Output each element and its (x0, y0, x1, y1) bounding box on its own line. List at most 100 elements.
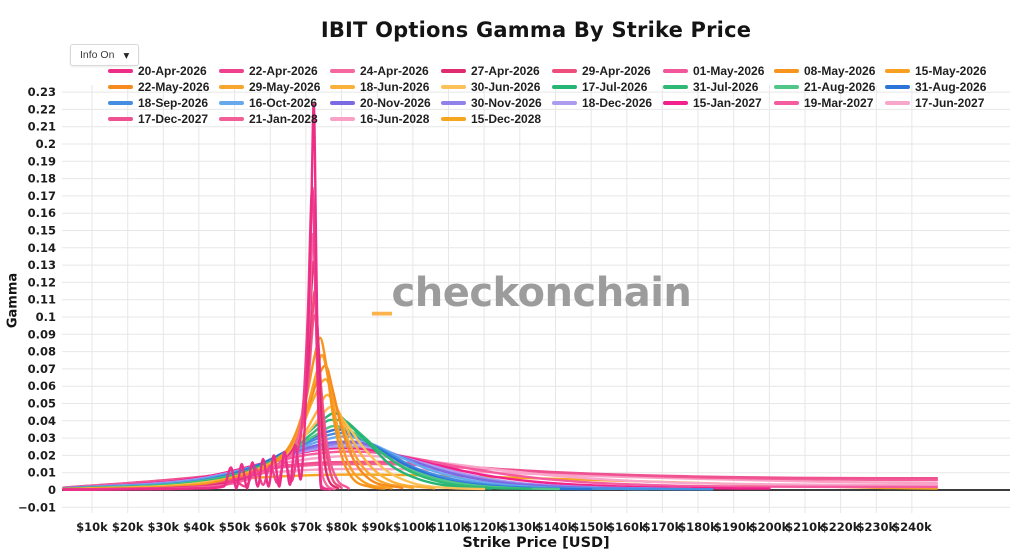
legend-item[interactable]: 20-Apr-2026 (108, 63, 219, 79)
legend-item[interactable]: 21-Aug-2026 (774, 79, 885, 95)
legend-swatch (108, 117, 133, 121)
legend-item[interactable]: 16-Jun-2028 (330, 111, 441, 127)
legend-label: 18-Jun-2026 (360, 80, 430, 94)
legend-item[interactable]: 17-Jun-2027 (885, 95, 996, 111)
y-tick-label: 0.18 (28, 172, 56, 186)
y-tick-label: 0.22 (28, 102, 56, 116)
x-tick-label: $60k (254, 520, 286, 534)
y-axis-title: Gamma (5, 272, 21, 329)
axis-tick-labels: −0.01 0 0.01 0.02 0.03 0.04 0.05 0.06 0.07 0.08 0.… (18, 85, 932, 534)
y-tick-label: 0.12 (28, 275, 56, 289)
legend-item[interactable]: 29-May-2026 (219, 79, 330, 95)
legend-swatch (330, 85, 355, 89)
series-line-20-Apr-2026[interactable] (62, 103, 329, 491)
x-tick-label: $190k (714, 520, 754, 534)
legend-swatch (108, 85, 133, 89)
y-tick-label: 0.05 (28, 397, 56, 411)
y-tick-label: 0.08 (28, 345, 56, 359)
legend-label: 31-Aug-2026 (915, 80, 987, 94)
x-tick-label: $160k (607, 520, 647, 534)
x-tick-label: $80k (326, 520, 358, 534)
y-tick-label: 0.15 (28, 224, 56, 238)
legend-item[interactable]: 19-Mar-2027 (774, 95, 885, 111)
x-tick-label: $110k (429, 520, 469, 534)
legend-swatch (108, 69, 133, 73)
legend-label: 01-May-2026 (693, 64, 765, 78)
x-tick-label: $50k (219, 520, 251, 534)
legend-label: 15-May-2026 (915, 64, 987, 78)
legend-item[interactable]: 30-Nov-2026 (441, 95, 552, 111)
watermark-text: checkonchain (391, 270, 692, 316)
legend-label: 22-May-2026 (138, 80, 210, 94)
legend-label: 17-Jul-2026 (582, 80, 648, 94)
legend-label: 22-Apr-2026 (249, 64, 318, 78)
legend-swatch (774, 69, 799, 73)
x-axis-title: Strike Price [USD] (462, 535, 610, 551)
x-tick-label: $150k (571, 520, 611, 534)
legend-item[interactable]: 15-Jan-2027 (663, 95, 774, 111)
legend-item[interactable]: 16-Oct-2026 (219, 95, 330, 111)
legend-swatch (441, 101, 466, 105)
x-tick-label: $90k (361, 520, 393, 534)
x-tick-label: $30k (147, 520, 179, 534)
legend-item[interactable]: 18-Sep-2026 (108, 95, 219, 111)
legend-item[interactable]: 27-Apr-2026 (441, 63, 552, 79)
checkonchain-watermark: _checkonchain (372, 270, 692, 316)
legend-label: 16-Oct-2026 (249, 96, 318, 110)
legend-item[interactable]: 24-Apr-2026 (330, 63, 441, 79)
legend-label: 24-Apr-2026 (360, 64, 429, 78)
legend-item[interactable]: 18-Jun-2026 (330, 79, 441, 95)
y-tick-label: 0.09 (28, 327, 56, 341)
x-tick-label: $20k (112, 520, 144, 534)
legend-item[interactable]: 08-May-2026 (774, 63, 885, 79)
legend: 20-Apr-2026 22-Apr-2026 24-Apr-2026 27-Apr-… (108, 63, 1008, 127)
legend-label: 16-Jun-2028 (360, 112, 430, 126)
x-tick-label: $40k (183, 520, 215, 534)
x-tick-label: $120k (464, 520, 504, 534)
y-tick-label: 0.17 (28, 189, 56, 203)
legend-swatch (441, 85, 466, 89)
legend-swatch (330, 117, 355, 121)
legend-swatch (219, 69, 244, 73)
x-tick-label: $70k (290, 520, 322, 534)
y-tick-label: 0.13 (28, 258, 56, 272)
legend-label: 15-Jan-2027 (693, 96, 762, 110)
legend-item[interactable]: 18-Dec-2026 (552, 95, 663, 111)
y-tick-label: 0.1 (36, 310, 56, 324)
x-tick-label: $220k (821, 520, 861, 534)
legend-item[interactable]: 22-May-2026 (108, 79, 219, 95)
legend-swatch (552, 69, 577, 73)
y-tick-label: 0.04 (28, 414, 56, 428)
legend-item[interactable]: 22-Apr-2026 (219, 63, 330, 79)
legend-label: 15-Dec-2028 (471, 112, 542, 126)
legend-item[interactable]: 30-Jun-2026 (441, 79, 552, 95)
legend-label: 17-Dec-2027 (138, 112, 209, 126)
x-tick-label: $200k (750, 520, 790, 534)
legend-label: 19-Mar-2027 (804, 96, 874, 110)
legend-item[interactable]: 29-Apr-2026 (552, 63, 663, 79)
info-dropdown[interactable]: Info On ▼ (70, 44, 140, 66)
x-tick-label: $100k (393, 520, 433, 534)
legend-swatch (885, 101, 910, 105)
legend-item[interactable]: 17-Dec-2027 (108, 111, 219, 127)
y-tick-label: 0.02 (28, 448, 56, 462)
legend-item[interactable]: 15-Dec-2028 (441, 111, 552, 127)
legend-label: 31-Jul-2026 (693, 80, 759, 94)
y-tick-label: 0.03 (28, 431, 56, 445)
legend-item[interactable]: 17-Jul-2026 (552, 79, 663, 95)
legend-item[interactable]: 20-Nov-2026 (330, 95, 441, 111)
legend-item[interactable]: 15-May-2026 (885, 63, 996, 79)
legend-item[interactable]: 31-Aug-2026 (885, 79, 996, 95)
legend-label: 29-Apr-2026 (582, 64, 651, 78)
legend-item[interactable]: 01-May-2026 (663, 63, 774, 79)
legend-label: 08-May-2026 (804, 64, 876, 78)
chart-title: IBIT Options Gamma By Strike Price (320, 18, 752, 42)
x-tick-label: $210k (785, 520, 825, 534)
series-lines (62, 103, 939, 491)
x-tick-label: $10k (76, 520, 108, 534)
legend-item[interactable]: 21-Jan-2028 (219, 111, 330, 127)
legend-item[interactable]: 31-Jul-2026 (663, 79, 774, 95)
legend-label: 17-Jun-2027 (915, 96, 985, 110)
